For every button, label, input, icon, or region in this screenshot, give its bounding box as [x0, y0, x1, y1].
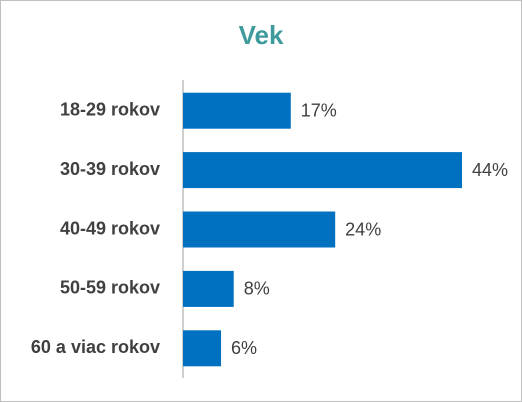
chart-title: Vek [239, 20, 284, 50]
category-label: 50-59 rokov [60, 278, 160, 298]
category-label: 60 a viac rokov [31, 337, 160, 357]
bar [183, 152, 462, 189]
value-label: 24% [345, 219, 381, 239]
bar [183, 92, 291, 129]
value-label: 8% [244, 279, 270, 299]
bar [183, 270, 234, 307]
value-label: 6% [231, 338, 257, 358]
bar [183, 211, 336, 248]
value-label: 17% [301, 100, 337, 120]
category-label: 18-29 rokov [60, 99, 160, 119]
category-label: 40-49 rokov [60, 218, 160, 238]
value-label: 44% [472, 160, 508, 180]
bar [183, 330, 222, 367]
category-label: 30-39 rokov [60, 159, 160, 179]
